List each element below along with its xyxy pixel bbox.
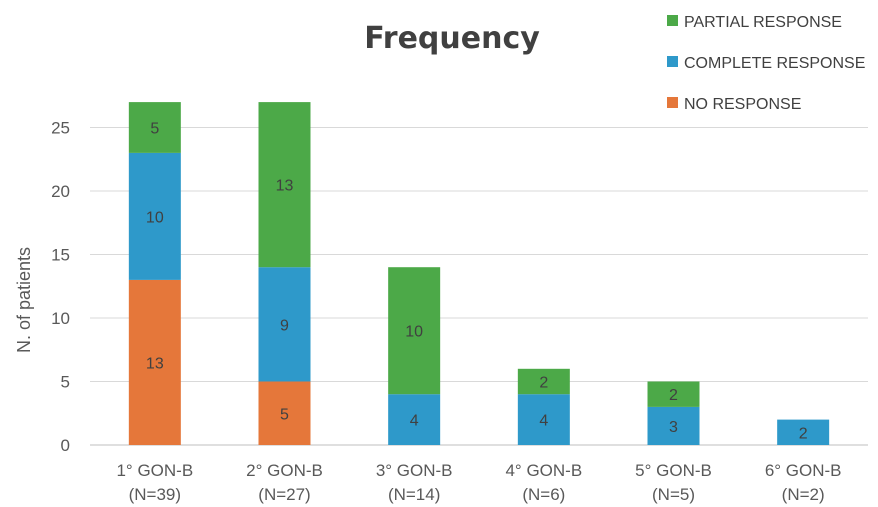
legend-swatch — [667, 97, 678, 108]
x-tick-label: 4° GON-B — [505, 461, 582, 480]
data-label: 3 — [669, 419, 678, 436]
bar-segment — [128, 279, 181, 445]
data-label: 9 — [280, 317, 289, 334]
bar-segment — [258, 381, 311, 445]
y-tick-label: 25 — [51, 119, 70, 138]
y-axis-ticks: 0 5 10 15 20 25 — [51, 119, 70, 456]
x-tick-label: 6° GON-B — [765, 461, 842, 480]
data-label: 10 — [405, 324, 423, 341]
data-label: 5 — [280, 406, 289, 423]
x-tick-label: (N=27) — [258, 485, 310, 504]
y-tick-label: 5 — [61, 373, 70, 392]
legend-swatch — [667, 15, 678, 26]
bar-segment — [258, 267, 311, 382]
data-label: 4 — [539, 413, 548, 430]
bar-segment — [128, 152, 181, 280]
y-tick-label: 0 — [61, 436, 70, 455]
data-label: 5 — [150, 121, 159, 138]
x-tick-label: (N=2) — [782, 485, 825, 504]
y-tick-label: 20 — [51, 182, 70, 201]
legend-swatch — [667, 56, 678, 67]
bar-segment — [517, 394, 570, 445]
legend-label: COMPLETE RESPONSE — [684, 55, 865, 72]
legend-label: PARTIAL RESPONSE — [684, 14, 842, 31]
bar-segment — [128, 102, 181, 153]
data-labels: 13 10 5 5 9 13 4 10 4 2 3 2 2 — [146, 121, 808, 443]
data-label: 4 — [410, 413, 419, 430]
bar-segment — [258, 102, 311, 268]
legend-label: NO RESPONSE — [684, 96, 801, 113]
y-tick-label: 10 — [51, 309, 70, 328]
x-tick-label: 2° GON-B — [246, 461, 323, 480]
bar-segment — [388, 267, 441, 395]
bar-segment — [777, 419, 830, 445]
legend: PARTIAL RESPONSE COMPLETE RESPONSE NO RESP… — [667, 14, 865, 113]
y-axis-title: N. of patients — [14, 247, 34, 353]
x-tick-label: 5° GON-B — [635, 461, 712, 480]
x-tick-label: (N=6) — [522, 485, 565, 504]
bar-segment — [647, 381, 700, 407]
x-axis-ticks: 1° GON-B (N=39) 2° GON-B (N=27) 3° GON-B (N=1… — [116, 461, 841, 504]
bar-segment — [388, 394, 441, 445]
x-tick-label: 3° GON-B — [376, 461, 453, 480]
data-label: 2 — [539, 375, 548, 392]
x-tick-label: (N=39) — [129, 485, 181, 504]
chart-title: Frequency — [364, 21, 540, 56]
x-tick-label: (N=14) — [388, 485, 440, 504]
data-label: 2 — [799, 425, 808, 442]
data-label: 13 — [276, 178, 294, 195]
x-tick-label: 1° GON-B — [116, 461, 193, 480]
bar-segment — [517, 368, 570, 395]
bar-segment — [647, 406, 700, 445]
data-label: 13 — [146, 355, 164, 372]
bars — [128, 102, 830, 445]
gridlines — [90, 127, 868, 446]
y-tick-label: 15 — [51, 246, 70, 265]
x-tick-label: (N=5) — [652, 485, 695, 504]
data-label: 10 — [146, 209, 164, 226]
data-label: 2 — [669, 387, 678, 404]
